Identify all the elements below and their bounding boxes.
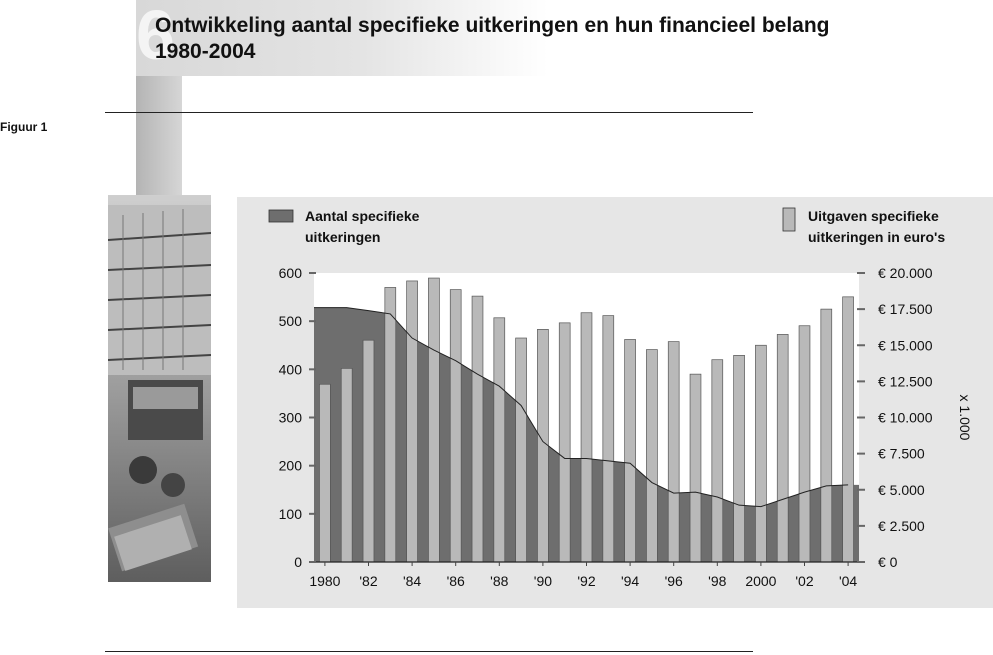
bottom-divider (105, 651, 753, 652)
x-tick-label: '82 (359, 573, 377, 589)
y-right-tick-label: € 2.500 (878, 518, 925, 534)
chart-svg: 0 100 200 300 400 500 600 € 0 € 2.500 € 5.000 € 7.… (268, 207, 973, 589)
bar-uitgaven-1988 (493, 317, 506, 563)
bar-uitgaven-1999 (733, 355, 745, 563)
title-band (136, 0, 548, 76)
y-right-tick-label: € 15.000 (878, 337, 933, 353)
y-right-tick-label: € 10.000 (878, 410, 933, 426)
y-right-tick-label: € 7.500 (878, 446, 925, 462)
bar-uitgaven-1982 (362, 339, 375, 563)
line-aantal-specifieke-uitkeringen (314, 307, 849, 508)
bar-uitgaven-1995 (646, 349, 658, 563)
legend-label-uitgaven-line1: Uitgaven specifieke (808, 208, 939, 224)
y-right-unit-label: x 1.000 (957, 395, 973, 441)
x-tick-label: 2000 (745, 573, 776, 589)
bar-uitgaven-1989 (515, 337, 527, 563)
legend-label-aantal-line2: uitkeringen (305, 229, 380, 245)
y-right-tick-label: € 5.000 (878, 482, 925, 498)
legend-label-aantal-line1: Aantal specifieke (305, 208, 420, 224)
bar-uitgaven-1980 (319, 383, 331, 563)
x-tick-label: '84 (403, 573, 421, 589)
x-tick-label: '92 (577, 573, 595, 589)
x-tick-label: '04 (839, 573, 857, 589)
legend-swatch-aantal (268, 209, 294, 223)
y-left-tick-label: 0 (294, 554, 302, 570)
y-left-tick-label: 200 (279, 458, 303, 474)
photo-collage (108, 195, 211, 582)
chapter-number: 6 (136, 0, 175, 74)
bar-uitgaven-1984 (406, 280, 418, 563)
bar-uitgaven-2003 (820, 308, 833, 563)
x-tick-label: '86 (447, 573, 465, 589)
y-left-tick-label: 400 (279, 361, 303, 377)
y-left-tick-label: 300 (279, 410, 303, 426)
bar-uitgaven-2002 (798, 325, 811, 563)
bar-uitgaven-1987 (471, 295, 484, 563)
legend-swatch-uitgaven (782, 207, 796, 232)
bar-uitgaven-1992 (580, 312, 593, 563)
x-tick-label: '90 (534, 573, 552, 589)
top-divider (105, 112, 753, 113)
y-right-tick-label: € 0 (878, 554, 898, 570)
decorative-bar (136, 76, 182, 195)
y-left-tick-label: 500 (279, 313, 303, 329)
figure-title-line1: Ontwikkeling aantal specifieke uitkering… (155, 14, 830, 37)
legend-label-uitgaven-line2: uitkeringen in euro's (808, 229, 945, 245)
figure-title: Ontwikkeling aantal specifieke uitkering… (155, 13, 975, 65)
bar-uitgaven-1997 (689, 373, 702, 563)
bar-uitgaven-1991 (558, 322, 571, 563)
bar-uitgaven-1983 (384, 287, 397, 563)
bar-uitgaven-2000 (755, 344, 767, 563)
x-tick-label: '94 (621, 573, 639, 589)
figure-title-line2: 1980-2004 (155, 40, 256, 63)
bar-uitgaven-1990 (537, 329, 549, 563)
chart-panel: 0 100 200 300 400 500 600 € 0 € 2.500 € 5.000 € 7.… (237, 197, 993, 608)
y-right-tick-label: € 20.000 (878, 265, 933, 281)
x-tick-label: '88 (490, 573, 508, 589)
y-left-tick-label: 100 (279, 506, 303, 522)
bar-uitgaven-2001 (776, 334, 789, 563)
bar-uitgaven-1994 (624, 339, 636, 563)
y-right-tick-label: € 12.500 (878, 373, 933, 389)
bar-uitgaven-1985 (428, 277, 440, 563)
figure-label: Figuur 1 (0, 120, 48, 134)
x-tick-label: '02 (795, 573, 813, 589)
y-right-tick-label: € 17.500 (878, 301, 933, 317)
x-tick-label: 1980 (309, 573, 340, 589)
x-tick-label: '98 (708, 573, 726, 589)
bar-uitgaven-1993 (602, 315, 615, 563)
y-left-tick-label: 600 (279, 265, 303, 281)
x-tick-label: '96 (665, 573, 683, 589)
bar-uitgaven-1996 (667, 341, 680, 563)
bar-uitgaven-1998 (711, 359, 724, 563)
bar-uitgaven-1986 (449, 289, 462, 563)
bar-uitgaven-1981 (340, 368, 353, 563)
bar-uitgaven-2004 (842, 296, 854, 563)
